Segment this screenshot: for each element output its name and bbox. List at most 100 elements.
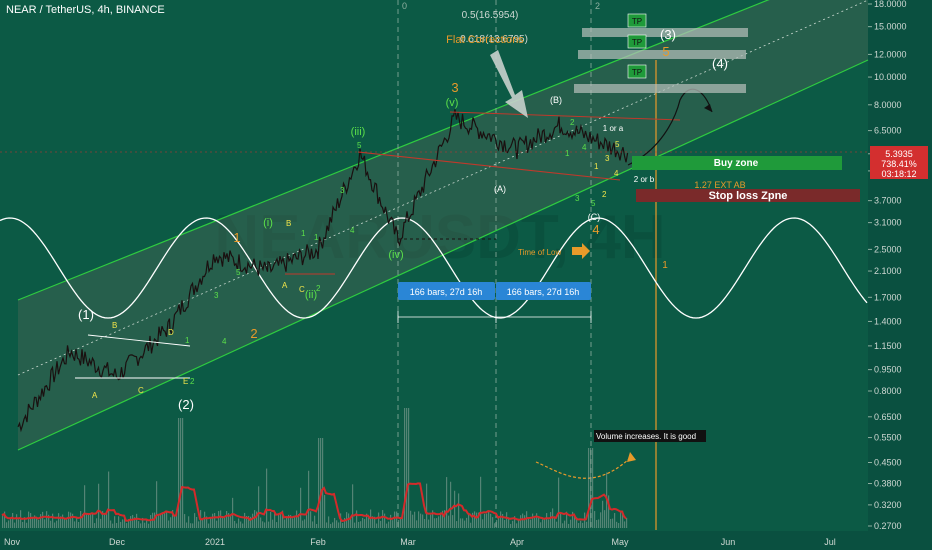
volume-bar — [416, 520, 418, 528]
volume-bar — [344, 517, 346, 528]
svg-text:B: B — [112, 321, 117, 330]
volume-bar — [398, 520, 400, 528]
price-tick-label: 8.0000 — [874, 100, 902, 110]
svg-text:Stop loss Zpne: Stop loss Zpne — [709, 190, 788, 202]
volume-bar — [562, 523, 564, 528]
volume-bar — [64, 519, 66, 528]
volume-bar — [502, 513, 504, 528]
tp-zone-3 — [574, 84, 746, 93]
volume-bar — [256, 511, 258, 528]
volume-bar — [92, 513, 94, 528]
volume-bar — [42, 511, 44, 528]
volume-bar — [438, 516, 440, 528]
price-tick-label: 3.7000 — [874, 196, 902, 206]
volume-bar — [142, 517, 144, 528]
volume-bar — [176, 513, 178, 528]
price-tick-label: 10.0000 — [874, 72, 907, 82]
volume-bar — [118, 516, 120, 528]
volume-bar — [146, 518, 148, 528]
sub-wave-labels: B D A C E 2 1 4 3 5 B A C 1 1 2 3 4 5 1 … — [92, 118, 620, 400]
time-tick-label: Jun — [721, 537, 736, 547]
wave-label-2-or-b: 2 or b — [634, 175, 655, 184]
volume-bar — [156, 481, 158, 528]
volume-bar — [338, 522, 340, 528]
volume-bar — [486, 513, 488, 528]
volume-bar — [622, 510, 624, 528]
volume-bar — [612, 518, 614, 528]
price-series-line — [17, 109, 629, 433]
volume-bar — [132, 515, 134, 528]
volume-bar — [216, 520, 218, 528]
volume-bar — [518, 518, 520, 528]
svg-text:2: 2 — [190, 377, 195, 386]
volume-bar — [298, 514, 300, 528]
volume-bar — [614, 513, 616, 528]
volume-bar — [32, 518, 34, 528]
wave-label-2-big: (2) — [178, 397, 194, 412]
volume-bar — [526, 511, 528, 528]
volume-bar — [536, 513, 538, 528]
fib-label-half: 0.5(16.5954) — [462, 10, 519, 21]
volume-bar — [252, 513, 254, 528]
svg-text:4: 4 — [614, 169, 619, 178]
volume-bar — [202, 518, 204, 528]
volume-bar — [184, 514, 186, 528]
volume-bar — [380, 520, 382, 528]
price-tick-label: 0.6500 — [874, 412, 902, 422]
volume-bar — [474, 511, 476, 528]
volume-bar — [442, 510, 444, 528]
volume-bar — [130, 516, 132, 528]
price-tick-label: 0.5500 — [874, 433, 902, 443]
volume-bar — [250, 516, 252, 528]
volume-bar — [342, 523, 344, 528]
volume-bar — [588, 448, 590, 528]
volume-bar — [70, 512, 72, 528]
volume-bar — [448, 515, 450, 528]
volume-bar — [558, 477, 560, 528]
price-tick-label: 0.4500 — [874, 458, 902, 468]
volume-note: Volume increases. It is good — [594, 430, 706, 442]
volume-bar — [504, 519, 506, 528]
volume-bar — [466, 517, 468, 528]
volume-bar — [530, 519, 532, 528]
volume-bar — [62, 514, 64, 528]
svg-text:1: 1 — [594, 162, 599, 171]
volume-bar — [446, 477, 448, 528]
volume-bar — [414, 511, 416, 528]
volume-bar — [84, 485, 86, 528]
svg-text:3: 3 — [575, 194, 580, 203]
svg-text:1: 1 — [565, 149, 570, 158]
volume-bars — [2, 408, 628, 528]
time-axis[interactable]: Nov Dec 2021 Feb Mar Apr May Jun Jul — [4, 537, 836, 547]
volume-bar — [104, 513, 106, 528]
price-tick-label: 0.9500 — [874, 365, 902, 375]
volume-bar — [550, 512, 552, 528]
volume-bar — [286, 516, 288, 528]
price-tick-label: 15.0000 — [874, 22, 907, 32]
price-tick-label: 3.1000 — [874, 218, 902, 228]
volume-bar — [594, 511, 596, 528]
volume-bar — [544, 518, 546, 528]
volume-bar — [600, 512, 602, 528]
volume-bar — [222, 516, 224, 528]
volume-bar — [364, 519, 366, 528]
fib-label-618: 0.618(13.6795) — [460, 34, 528, 45]
volume-bar — [114, 516, 116, 528]
price-tick-label: 1.7000 — [874, 292, 902, 302]
wave-label-1-orange: 1 — [233, 230, 240, 245]
price-tick-label: 0.3800 — [874, 479, 902, 489]
volume-bar — [44, 519, 46, 528]
volume-bar — [254, 510, 256, 528]
volume-bar — [110, 520, 112, 528]
svg-text:2: 2 — [602, 190, 607, 199]
volume-bar — [382, 510, 384, 528]
volume-bar — [360, 521, 362, 528]
wave-label-v: (v) — [446, 97, 459, 109]
volume-bar — [18, 519, 20, 528]
volume-bar — [282, 510, 284, 528]
volume-note-arrow — [535, 457, 631, 479]
volume-bar — [260, 517, 262, 528]
volume-bar — [450, 481, 452, 528]
volume-bar — [150, 515, 152, 528]
